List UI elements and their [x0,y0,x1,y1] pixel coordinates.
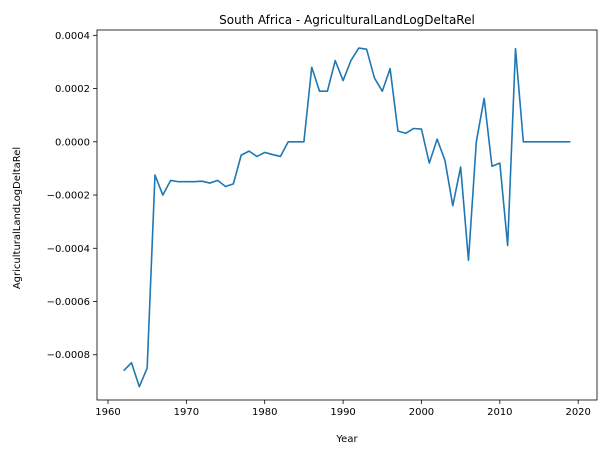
y-axis-label: AgriculturalLandLogDeltaRel [12,147,23,289]
y-tick-label: −0.0004 [47,244,90,255]
y-tick-label: −0.0008 [47,350,90,361]
series-line-0 [123,47,571,388]
x-tick-label: 1980 [252,407,277,418]
plot-area: 1960 1970 1980 1990 2000 2010 2020 −0.0008 −0.00… [47,29,598,418]
x-tick-label: 2010 [487,407,512,418]
x-axis-label: Year [335,434,358,445]
x-tick-label: 1960 [95,407,120,418]
x-tick-label: 1990 [330,407,355,418]
chart-title: South Africa - AgriculturalLandLogDeltaR… [219,13,475,27]
y-tick-label: 0.0002 [55,84,90,95]
x-tick-label: 2000 [409,407,434,418]
x-tick-label: 2020 [565,407,590,418]
y-tick-label: 0.0004 [55,31,90,42]
y-tick-label: −0.0002 [47,191,90,202]
y-tick-label: −0.0006 [47,297,90,308]
x-tick-label: 1970 [174,407,199,418]
y-tick-label: 0.0000 [55,137,90,148]
plot-frame [96,29,598,401]
